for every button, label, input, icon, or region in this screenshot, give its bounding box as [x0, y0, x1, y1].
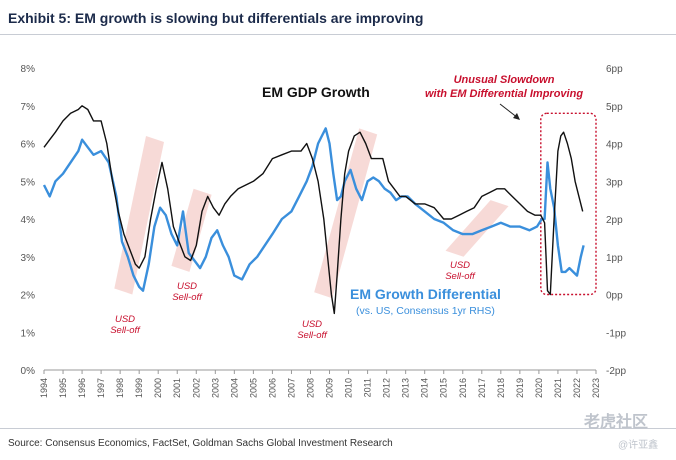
x-tick-label: 2012	[382, 378, 392, 398]
y-left-tick-label: 2%	[21, 291, 36, 302]
y-left-tick-label: 7%	[21, 102, 36, 113]
usd-selloff-band-3	[314, 128, 378, 299]
footer-divider	[0, 428, 676, 429]
y-right-tick-label: -2pp	[606, 366, 626, 377]
unusual-slowdown-box	[540, 112, 597, 296]
y-left-tick-label: 5%	[21, 177, 36, 188]
svg-text:USD: USD	[177, 281, 197, 292]
source-note: Source: Consensus Economics, FactSet, Go…	[8, 438, 393, 449]
highlight-box-group	[540, 112, 597, 296]
x-tick-label: 2019	[515, 378, 525, 398]
y-left-tick-label: 4%	[21, 215, 36, 226]
y-right-tick-label: 1pp	[606, 253, 623, 264]
shaded-periods	[114, 128, 509, 299]
x-tick-label: 2022	[572, 378, 582, 398]
x-tick-label: 2010	[344, 378, 354, 398]
x-tick-label: 2016	[458, 378, 468, 398]
x-tick-label: 1997	[96, 378, 106, 398]
em-growth-differential-line	[42, 127, 585, 292]
x-tick-label: 2015	[439, 378, 449, 398]
diff-series-sublabel: (vs. US, Consensus 1yr RHS)	[356, 305, 495, 317]
x-tick-label: 2004	[229, 378, 239, 398]
svg-text:Sell-off: Sell-off	[297, 330, 328, 341]
x-tick-label: 2002	[191, 378, 201, 398]
gdp-series-label: EM GDP Growth	[262, 84, 370, 100]
y-right-tick-label: -1pp	[606, 328, 626, 339]
x-tick-label: 2014	[420, 378, 430, 398]
x-tick-label: 2001	[172, 378, 182, 398]
usd-selloff-band-2	[171, 188, 212, 272]
x-tick-label: 1996	[77, 378, 87, 398]
x-tick-label: 1994	[39, 378, 49, 398]
title-divider	[0, 34, 676, 35]
x-tick-label: 2009	[325, 378, 335, 398]
axes: 0% 1% 2% 3% 4% 5% 6% 7% 8% -2pp -1pp 0pp 1pp 2pp 3pp 4p…	[21, 64, 627, 398]
usd-selloff-label-4: USD Sell-off	[445, 260, 476, 282]
svg-text:Sell-off: Sell-off	[110, 325, 141, 336]
x-tick-label: 1999	[134, 378, 144, 398]
y-left-tick-label: 6%	[21, 140, 36, 151]
x-tick-label: 2020	[534, 378, 544, 398]
y-right-tick-label: 4pp	[606, 140, 623, 151]
y-right-tick-label: 3pp	[606, 177, 623, 188]
x-tick-label: 2006	[267, 378, 277, 398]
unusual-slowdown-line1: Unusual Slowdown	[454, 74, 555, 86]
y-right-tick-label: 5pp	[606, 102, 623, 113]
x-tick-label: 2005	[248, 378, 258, 398]
x-tick-label: 2007	[286, 378, 296, 398]
y-left-tick-label: 8%	[21, 64, 36, 75]
y-left-tick-label: 1%	[21, 328, 36, 339]
x-tick-label: 2003	[210, 378, 220, 398]
x-tick-label: 2018	[496, 378, 506, 398]
y-right-tick-label: 2pp	[606, 215, 623, 226]
svg-text:Sell-off: Sell-off	[172, 292, 203, 303]
svg-text:USD: USD	[115, 314, 135, 325]
x-tick-label: 1998	[115, 378, 125, 398]
x-tick-label: 1995	[58, 378, 68, 398]
y-left-tick-label: 3%	[21, 253, 36, 264]
x-tick-label: 2013	[401, 378, 411, 398]
annotation-arrowhead	[513, 113, 520, 120]
x-tick-label: 2017	[477, 378, 487, 398]
watermark: 老虎社区	[584, 414, 649, 431]
watermark-user: @许亚鑫	[618, 440, 659, 451]
usd-selloff-label-2: USD Sell-off	[172, 281, 203, 303]
svg-text:USD: USD	[302, 319, 322, 330]
x-tick-label: 2021	[553, 378, 563, 398]
x-tick-label: 2000	[153, 378, 163, 398]
em-gdp-growth-line	[43, 105, 584, 315]
usd-selloff-label-3: USD Sell-off	[297, 319, 328, 341]
x-tick-label: 2008	[305, 378, 315, 398]
x-tick-label: 2011	[363, 378, 373, 397]
y-left-tick-label: 0%	[21, 366, 36, 377]
svg-text:Sell-off: Sell-off	[445, 271, 476, 282]
series-lines	[42, 105, 585, 315]
usd-selloff-band-1	[114, 135, 165, 295]
exhibit-title: Exhibit 5: EM growth is slowing but diff…	[8, 10, 424, 26]
x-tick-label: 2023	[591, 378, 601, 398]
y-right-tick-label: 6pp	[606, 64, 623, 75]
svg-text:USD: USD	[450, 260, 470, 271]
y-right-tick-label: 0pp	[606, 291, 623, 302]
unusual-slowdown-line2: with EM Differential Improving	[425, 88, 583, 100]
usd-selloff-label-1: USD Sell-off	[110, 314, 141, 336]
diff-series-label: EM Growth Differential	[350, 286, 501, 302]
usd-selloff-band-4	[445, 200, 509, 257]
